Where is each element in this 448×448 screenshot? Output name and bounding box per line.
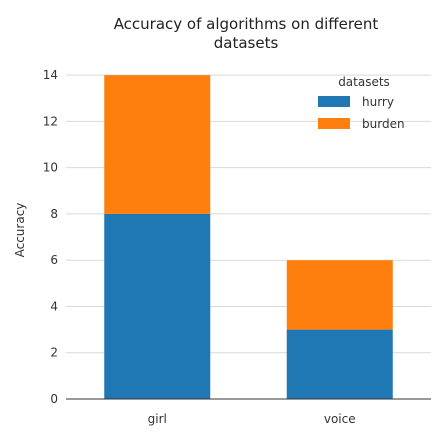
chart-title-line-1: Accuracy of algorithms on different: [114, 15, 379, 33]
bar-voice-burden: [286, 260, 393, 330]
bars: [66, 75, 431, 400]
y-tick-labels: 0 2 4 6 8 10 12 14: [43, 68, 58, 406]
legend-label-hurry: hurry: [362, 95, 394, 109]
legend-swatch-burden: [318, 118, 350, 129]
y-tick-label-12: 12: [43, 114, 58, 128]
y-tick-label-2: 2: [50, 346, 58, 360]
legend-items: hurry burden: [318, 95, 405, 131]
y-tick-label-10: 10: [43, 161, 58, 175]
legend: datasets hurry burden: [318, 75, 405, 131]
y-tick-label-14: 14: [43, 68, 58, 82]
bar-girl-hurry: [104, 213, 211, 399]
x-tick-labels: girl voice: [148, 412, 356, 426]
bar-voice-hurry: [286, 329, 393, 399]
legend-label-burden: burden: [362, 117, 405, 131]
x-tick-label-voice: voice: [324, 412, 356, 426]
y-tick-label-8: 8: [50, 207, 58, 221]
legend-title: datasets: [338, 75, 390, 89]
y-tick-label-4: 4: [50, 299, 58, 313]
legend-swatch-hurry: [318, 96, 350, 107]
y-tick-label-6: 6: [50, 253, 58, 267]
chart-title-line-2: datasets: [214, 34, 279, 52]
y-tick-label-0: 0: [50, 392, 58, 406]
bar-girl-burden: [104, 75, 211, 214]
x-tick-label-girl: girl: [148, 412, 167, 426]
y-axis-label: Accuracy: [13, 203, 27, 258]
